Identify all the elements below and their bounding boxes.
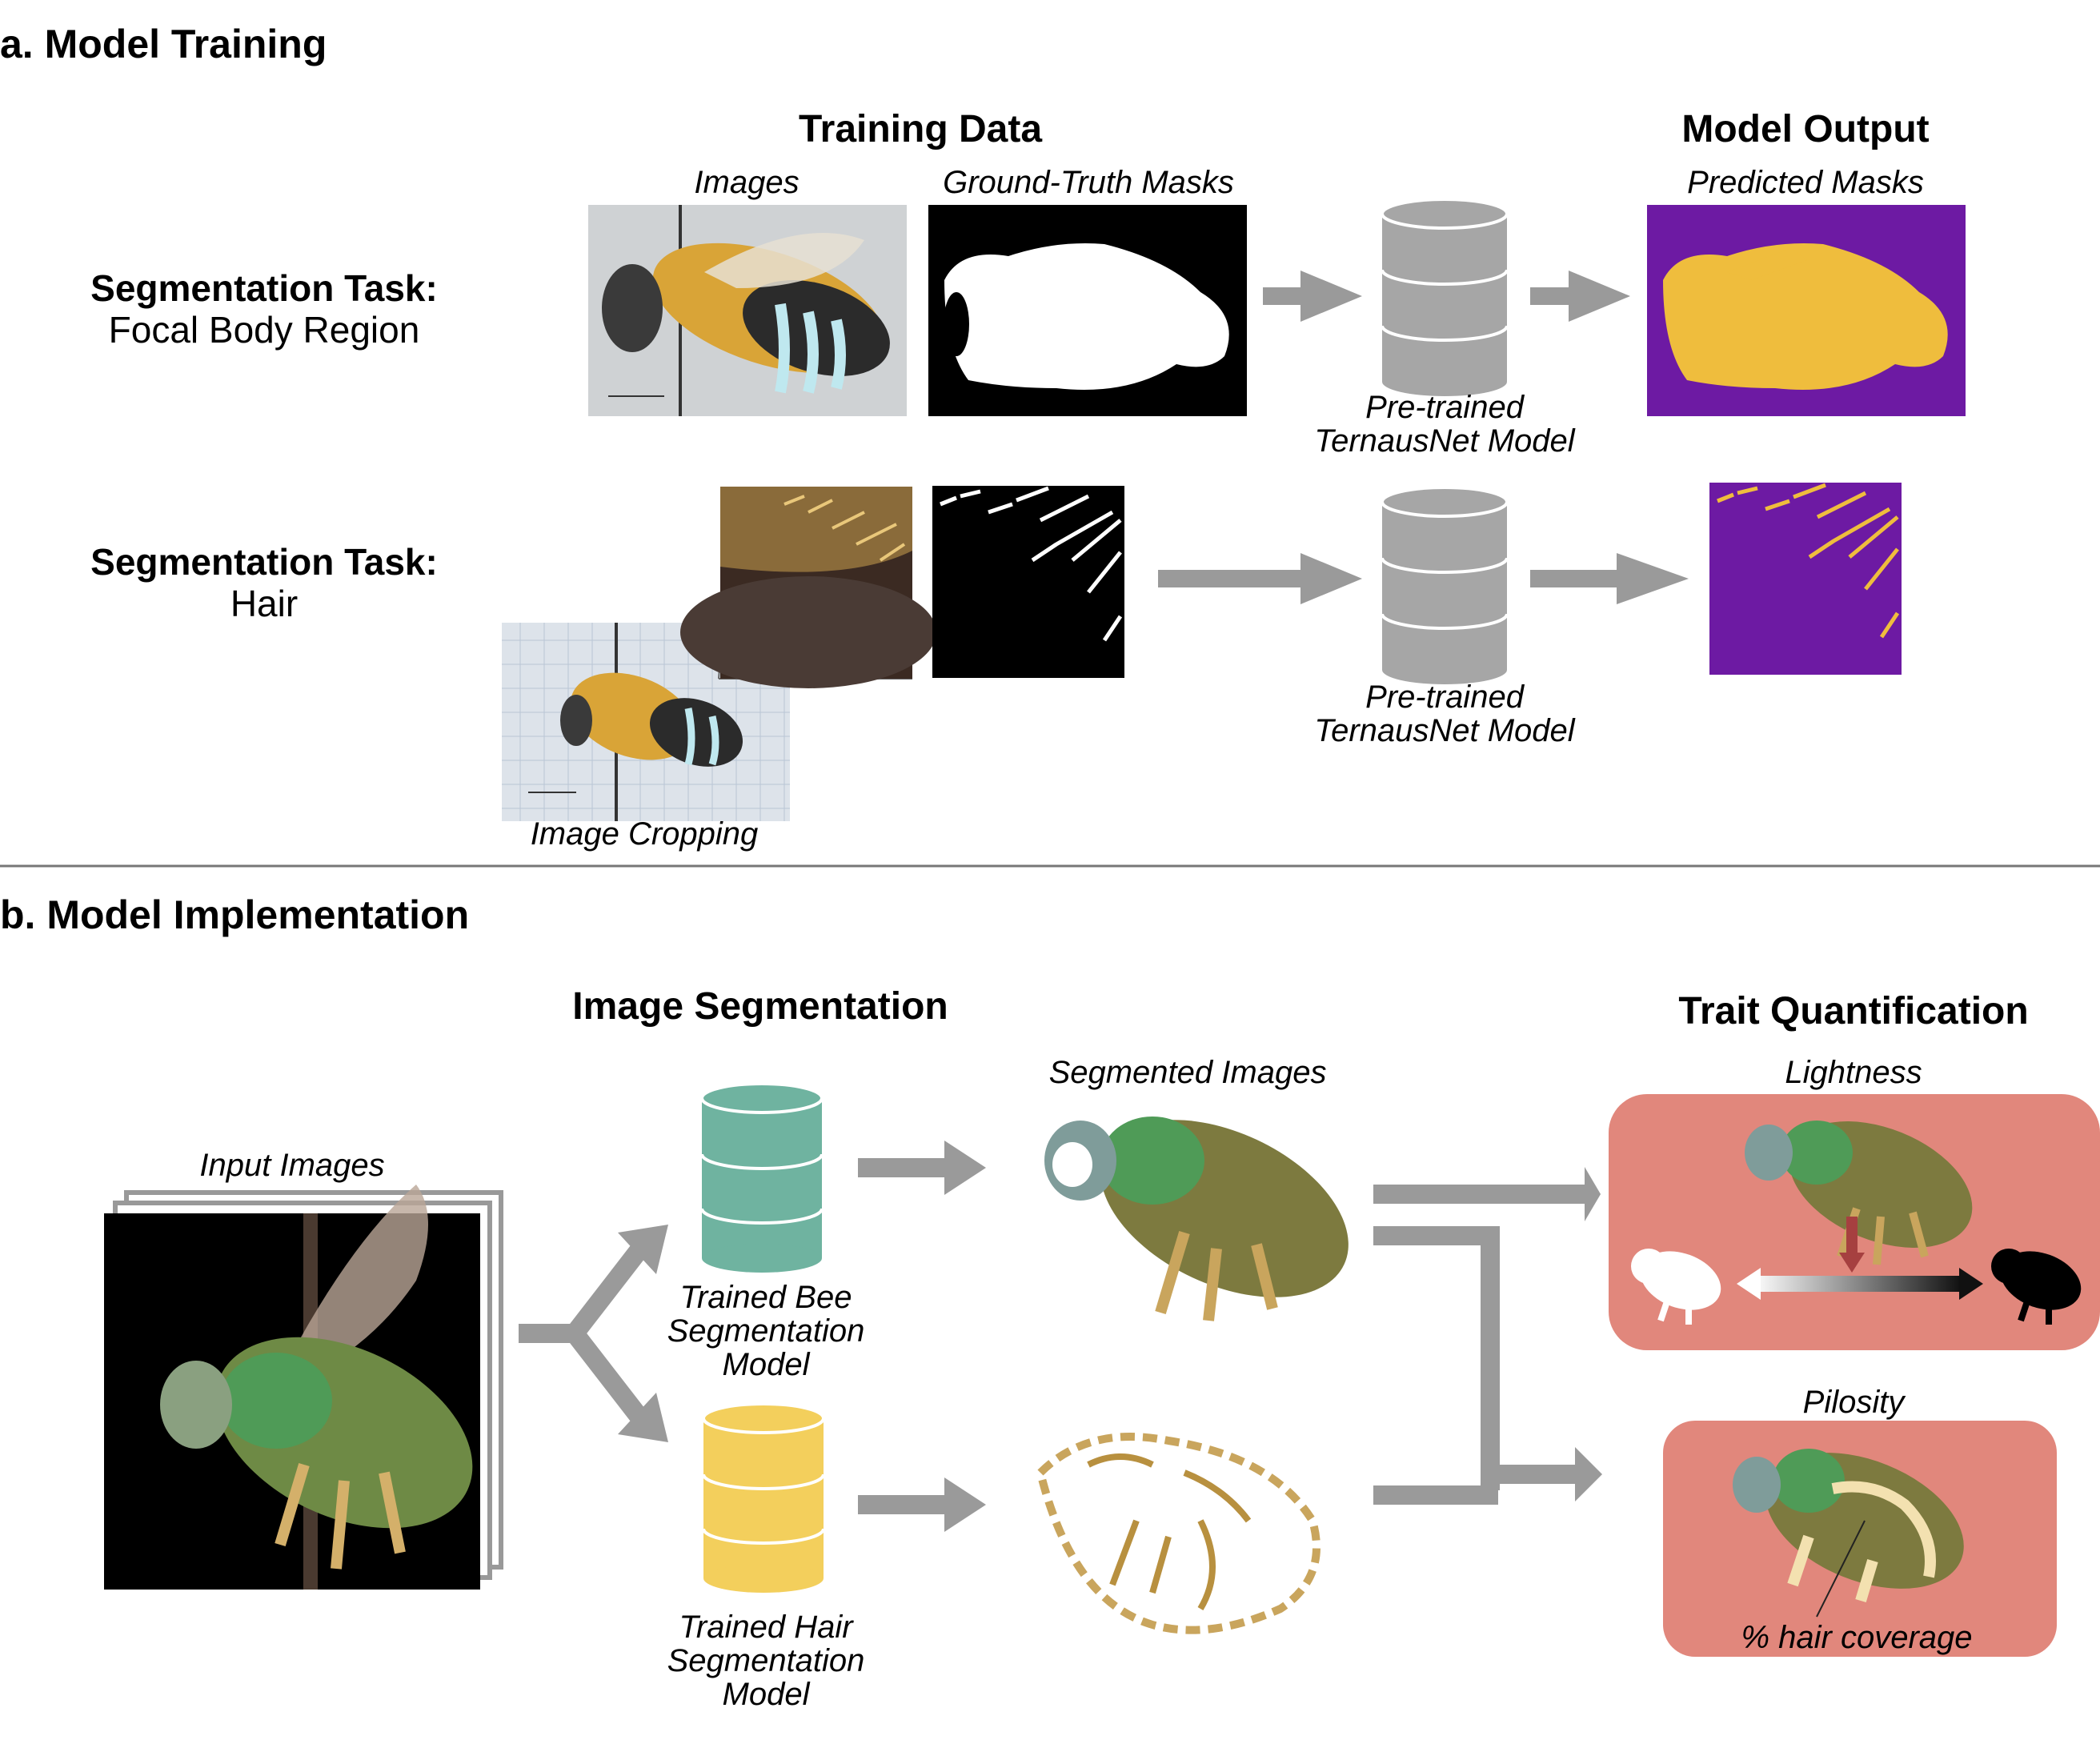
section-a-title: a. Model Training bbox=[0, 22, 327, 66]
training-data-header: Training Data bbox=[798, 108, 1043, 150]
task2-label: Segmentation Task: Hair bbox=[48, 541, 480, 624]
image-segmentation-header: Image Segmentation bbox=[572, 985, 948, 1028]
task1-label: Segmentation Task: Focal Body Region bbox=[48, 267, 480, 351]
lightness-label: Lightness bbox=[1785, 1055, 1922, 1090]
split-arrow bbox=[519, 1225, 668, 1442]
bracket-connector bbox=[1373, 1167, 1602, 1505]
task2-line2: Hair bbox=[230, 583, 299, 624]
task2-line1: Segmentation Task: bbox=[90, 541, 438, 583]
pretrained-model-1-label: Pre-trained TernausNet Model bbox=[1284, 391, 1605, 458]
pilosity-panel bbox=[1663, 1421, 2057, 1657]
cropping-source-image bbox=[502, 623, 790, 821]
bee-model-line3: Model bbox=[722, 1347, 810, 1382]
bee-model-line2: Segmentation bbox=[667, 1313, 865, 1349]
database-pretrained-1 bbox=[1381, 198, 1509, 396]
segmented-hair-image bbox=[1036, 1433, 1321, 1634]
hair-model-line1: Trained Hair bbox=[679, 1610, 853, 1645]
pretrained-model-2-line2: TernausNet Model bbox=[1314, 713, 1575, 748]
predicted-mask-hair bbox=[1709, 483, 1902, 675]
lightness-panel bbox=[1609, 1094, 2100, 1350]
arrow-a1-to-model bbox=[1263, 271, 1362, 322]
ground-truth-mask-body bbox=[928, 205, 1247, 416]
images-label: Images bbox=[694, 165, 800, 200]
hair-coverage-label: % hair coverage bbox=[1741, 1620, 1973, 1655]
database-hair-model bbox=[702, 1402, 825, 1593]
training-image-bee-1 bbox=[588, 205, 907, 416]
pretrained-model-1-line1: Pre-trained bbox=[1365, 390, 1524, 425]
ground-truth-mask-hair bbox=[932, 486, 1124, 678]
hair-model-label: Trained Hair Segmentation Model bbox=[606, 1610, 926, 1711]
segmented-images-label: Segmented Images bbox=[1048, 1055, 1327, 1090]
task1-line1: Segmentation Task: bbox=[90, 267, 438, 309]
arrow-model1-to-output bbox=[1530, 271, 1630, 322]
hair-model-line2: Segmentation bbox=[667, 1643, 865, 1678]
segmented-bee-image bbox=[1044, 1117, 1349, 1321]
cropped-hair-image bbox=[680, 487, 936, 688]
input-images-label: Input Images bbox=[199, 1148, 385, 1183]
arrow-bee-model-to-segmented bbox=[858, 1141, 986, 1195]
pretrained-model-2-line1: Pre-trained bbox=[1365, 680, 1524, 715]
bee-model-label: Trained Bee Segmentation Model bbox=[606, 1281, 926, 1381]
database-bee-model bbox=[700, 1082, 824, 1273]
bee-model-line1: Trained Bee bbox=[679, 1280, 852, 1315]
input-image-stack bbox=[104, 1185, 503, 1590]
pretrained-model-1-line2: TernausNet Model bbox=[1314, 423, 1575, 459]
hair-model-line3: Model bbox=[722, 1677, 810, 1712]
predicted-masks-label: Predicted Masks bbox=[1687, 165, 1924, 200]
trait-quantification-header: Trait Quantification bbox=[1678, 990, 2029, 1032]
image-cropping-label: Image Cropping bbox=[530, 816, 759, 852]
predicted-mask-body bbox=[1647, 205, 1966, 416]
pretrained-model-2-label: Pre-trained TernausNet Model bbox=[1284, 680, 1605, 748]
ground-truth-masks-label: Ground-Truth Masks bbox=[943, 165, 1234, 200]
pilosity-label: Pilosity bbox=[1802, 1385, 1905, 1420]
task1-line2: Focal Body Region bbox=[108, 309, 420, 351]
section-b-title: b. Model Implementation bbox=[0, 892, 470, 937]
arrow-hair-model-to-segmented bbox=[858, 1477, 986, 1532]
database-pretrained-2 bbox=[1381, 486, 1509, 684]
model-output-header: Model Output bbox=[1681, 108, 1930, 150]
arrow-model2-to-output bbox=[1530, 553, 1689, 604]
arrow-a2-to-model bbox=[1158, 553, 1362, 604]
